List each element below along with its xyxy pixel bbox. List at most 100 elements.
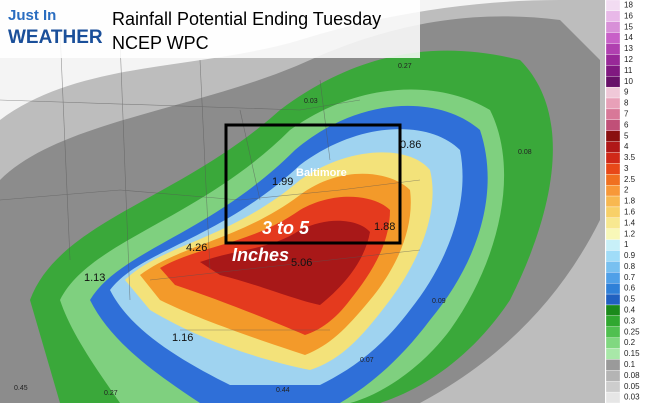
colorbar-swatch xyxy=(605,141,621,153)
colorbar-swatch xyxy=(605,293,621,306)
colorbar-swatch xyxy=(605,65,621,77)
colorbar-swatch xyxy=(605,76,621,88)
point-label: 1.16 xyxy=(172,332,193,344)
colorbar-label: 0.7 xyxy=(624,273,636,282)
point-label: 0.27 xyxy=(398,63,412,70)
colorbar-label: 2.5 xyxy=(624,175,636,184)
colorbar-swatch xyxy=(605,304,621,317)
annotation: Inches xyxy=(232,245,289,265)
colorbar-swatch xyxy=(605,97,621,110)
colorbar-label: 0.08 xyxy=(624,371,640,380)
colorbar-swatch xyxy=(605,86,621,99)
colorbar-label: 11 xyxy=(624,66,633,75)
point-label: 0.07 xyxy=(360,357,374,364)
point-label: 5.06 xyxy=(291,257,312,269)
colorbar-swatch xyxy=(605,54,621,66)
colorbar-swatch xyxy=(605,0,621,12)
point-label: 1.88 xyxy=(374,221,395,233)
colorbar-label: 1.8 xyxy=(624,197,636,206)
colorbar-label: 1 xyxy=(624,240,629,249)
colorbar-label: 15 xyxy=(624,22,633,31)
colorbar-swatch xyxy=(605,108,621,120)
colorbar-label: 6 xyxy=(624,120,629,129)
colorbar-swatch xyxy=(605,228,621,240)
point-label: 0.45 xyxy=(14,385,28,392)
colorbar-label: 0.2 xyxy=(624,338,636,347)
colorbar-label: 0.5 xyxy=(624,295,636,304)
point-label: 0.27 xyxy=(104,390,118,397)
colorbar-label: 0.1 xyxy=(624,360,636,369)
point-label: 0.08 xyxy=(518,149,532,156)
colorbar-swatch xyxy=(605,185,621,197)
colorbar-label: 13 xyxy=(624,44,633,53)
colorbar-swatch xyxy=(605,261,621,273)
colorbar-swatch xyxy=(605,206,621,218)
colorbar-label: 16 xyxy=(624,11,633,20)
colorbar-label: 18 xyxy=(624,1,633,10)
colorbar-swatch xyxy=(605,21,621,33)
point-label: 1.13 xyxy=(84,272,105,284)
colorbar-swatch xyxy=(605,391,621,403)
highlight-box xyxy=(224,123,402,245)
colorbar-label: 0.05 xyxy=(624,382,640,391)
colorbar-label: 14 xyxy=(624,33,633,42)
colorbar-swatch xyxy=(605,250,621,262)
colorbar-label: 3 xyxy=(624,164,629,173)
point-label: 0.86 xyxy=(400,139,421,151)
colorbar-label: 1.2 xyxy=(624,229,636,238)
colorbar-label: 3.5 xyxy=(624,153,636,162)
colorbar-swatch xyxy=(605,217,621,229)
colorbar-label: 1.4 xyxy=(624,218,636,227)
title: Rainfall Potential Ending Tuesday xyxy=(112,9,381,29)
colorbar-swatch xyxy=(605,381,621,393)
colorbar-swatch xyxy=(605,195,621,208)
colorbar-label: 9 xyxy=(624,88,629,97)
colorbar-swatch xyxy=(605,43,621,55)
colorbar-label: 5 xyxy=(624,131,629,140)
colorbar-swatch xyxy=(605,348,621,360)
colorbar-label: 0.8 xyxy=(624,262,636,271)
point-label: 0.03 xyxy=(304,98,318,105)
colorbar-label: 2 xyxy=(624,186,629,195)
point-label: Baltimore xyxy=(296,167,347,179)
colorbar-label: 7 xyxy=(624,109,629,118)
colorbar-swatch xyxy=(605,370,621,382)
colorbar-swatch xyxy=(605,119,621,131)
subtitle: NCEP WPC xyxy=(112,33,209,53)
colorbar-swatch xyxy=(605,337,621,349)
colorbar-label: 0.3 xyxy=(624,316,636,325)
colorbar-swatch xyxy=(605,152,621,164)
colorbar-label: 0.6 xyxy=(624,284,636,293)
colorbar-label: 0.9 xyxy=(624,251,636,260)
point-label: 0.44 xyxy=(276,387,290,394)
colorbar-label: 8 xyxy=(624,99,629,108)
colorbar-swatch xyxy=(605,359,621,371)
colorbar-swatch xyxy=(605,283,621,295)
point-label: 1.99 xyxy=(272,176,293,188)
colorbar-swatch xyxy=(605,163,621,175)
colorbar-swatch xyxy=(605,10,621,22)
colorbar-label: 0.4 xyxy=(624,306,636,315)
colorbar-swatch xyxy=(605,315,621,327)
logo-top: Just In xyxy=(8,7,56,24)
header-background xyxy=(0,0,420,58)
colorbar-label: 0.03 xyxy=(624,393,640,402)
rain-swath xyxy=(0,0,605,403)
colorbar-label: 1.6 xyxy=(624,208,636,217)
point-label: 4.26 xyxy=(186,242,207,254)
state-borders xyxy=(0,29,421,331)
colorbar-label: 4 xyxy=(624,142,629,151)
colorbar-swatch xyxy=(605,239,621,251)
colorbar-label: 0.15 xyxy=(624,349,640,358)
colorbar-swatch xyxy=(605,174,621,186)
colorbar-swatch xyxy=(605,32,621,44)
colorbar-swatch xyxy=(605,326,621,338)
colorbar-label: 10 xyxy=(624,77,633,86)
annotation: 3 to 5 xyxy=(262,218,310,238)
colorbar-label: 0.25 xyxy=(624,327,640,336)
logo-bottom: WEATHER xyxy=(8,27,103,48)
colorbar-label: 12 xyxy=(624,55,633,64)
colorbar-swatch xyxy=(605,130,621,142)
colorbar-swatch xyxy=(605,272,621,284)
